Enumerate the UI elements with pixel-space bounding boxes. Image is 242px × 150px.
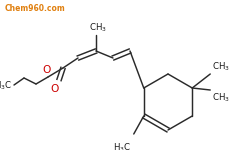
Text: $\rm H_3C$: $\rm H_3C$ — [0, 80, 12, 92]
Text: O: O — [51, 84, 59, 94]
Text: $\rm CH_3$: $\rm CH_3$ — [212, 60, 230, 73]
Text: $\rm CH_3$: $\rm CH_3$ — [89, 21, 107, 34]
Text: O: O — [43, 65, 51, 75]
Text: $\rm H_3C$: $\rm H_3C$ — [113, 141, 131, 150]
Text: $\rm CH_3$: $\rm CH_3$ — [212, 92, 230, 105]
Text: Chem960.com: Chem960.com — [5, 4, 66, 13]
